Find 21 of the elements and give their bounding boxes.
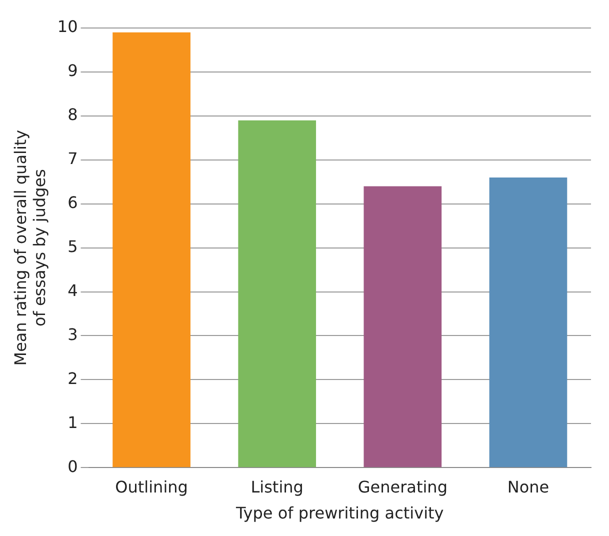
x-tick-label: Generating — [358, 477, 448, 496]
y-tick-label: 0 — [68, 456, 78, 476]
x-tick-label: Outlining — [115, 477, 188, 496]
y-tick-label: 7 — [68, 149, 78, 168]
y-tick-label: 6 — [68, 192, 78, 212]
y-tick-label: 4 — [68, 280, 78, 300]
x-tick-label: None — [507, 477, 550, 496]
y-tick-label: 1 — [68, 412, 78, 432]
y-axis-title: Mean rating of overall quality of essays by judges — [10, 130, 49, 366]
y-tick-label: 2 — [68, 368, 78, 388]
y-tick-label: 3 — [68, 324, 78, 344]
bar — [489, 177, 568, 468]
bar — [364, 186, 442, 468]
bar — [112, 32, 190, 468]
x-tick-label: Listing — [250, 477, 304, 496]
bar — [238, 120, 316, 468]
y-tick-label: 8 — [68, 105, 78, 124]
y-tick-label: 10 — [57, 17, 78, 36]
y-tick-label: 5 — [68, 236, 78, 256]
y-tick-label: 9 — [68, 61, 78, 80]
x-axis-title: Type of prewriting activity — [234, 504, 444, 523]
